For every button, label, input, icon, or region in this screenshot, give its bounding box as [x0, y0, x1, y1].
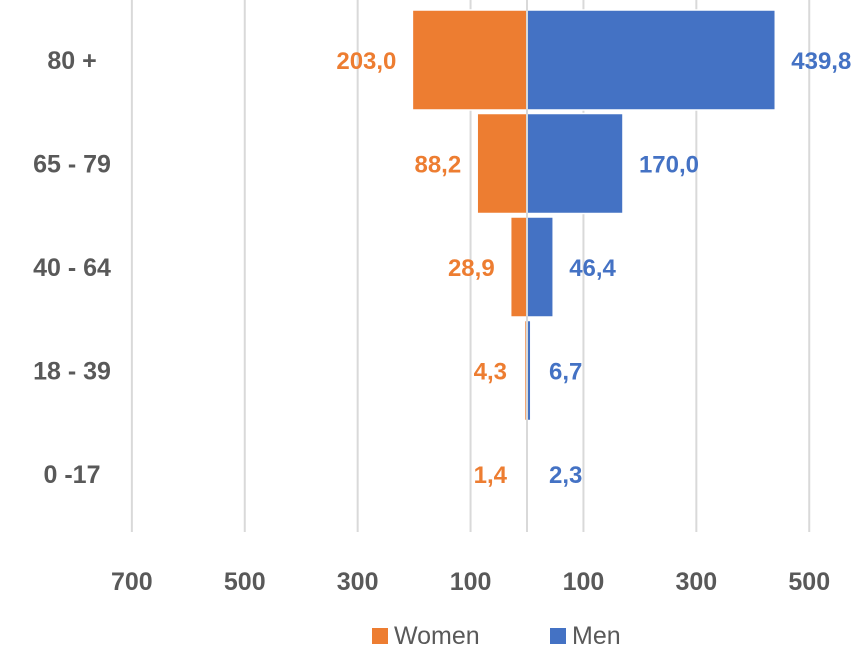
x-tick-label: 300 [337, 568, 379, 596]
bars [411, 9, 777, 525]
women-bar [509, 216, 528, 318]
category-labels: 80 + 65 - 79 40 - 64 18 - 39 0 -17 [33, 47, 111, 489]
women-bar [476, 112, 528, 215]
men-bar [526, 216, 554, 318]
women-value-label: 4,3 [474, 359, 507, 386]
men-value-label: 439,8 [791, 48, 851, 75]
women-bar [411, 9, 528, 111]
women-value-label: 28,9 [448, 255, 495, 282]
men-bar [526, 112, 624, 215]
men-value-label: 2,3 [549, 462, 582, 489]
women-legend-swatch [372, 628, 388, 644]
x-tick-label: 300 [675, 568, 717, 596]
men-value-label: 46,4 [569, 255, 616, 282]
legend: Women Men [372, 622, 621, 650]
x-tick-label: 100 [450, 568, 492, 596]
women-value-label: 203,0 [336, 48, 396, 75]
category-label: 0 -17 [44, 461, 101, 489]
category-label: 80 + [47, 47, 96, 75]
x-tick-label: 500 [224, 568, 266, 596]
men-value-label: 170,0 [639, 152, 699, 179]
category-label: 18 - 39 [33, 358, 111, 386]
men-legend-label: Men [572, 622, 621, 650]
women-value-label: 1,4 [474, 462, 508, 489]
data-labels: 203,0 439,8 88,2 170,0 28,9 46,4 4,3 6,7 1,4 2,3 [336, 48, 851, 489]
men-legend-swatch [550, 628, 566, 644]
men-bar [526, 9, 777, 111]
x-axis-tick-labels: 700 500 300 100 100 300 500 [111, 568, 830, 596]
women-value-label: 88,2 [414, 152, 461, 179]
x-tick-label: 100 [563, 568, 605, 596]
category-label: 65 - 79 [33, 151, 111, 179]
x-tick-label: 500 [788, 568, 830, 596]
category-label: 40 - 64 [33, 254, 111, 282]
men-value-label: 6,7 [549, 359, 582, 386]
x-tick-label: 700 [111, 568, 153, 596]
women-legend-label: Women [394, 622, 480, 650]
